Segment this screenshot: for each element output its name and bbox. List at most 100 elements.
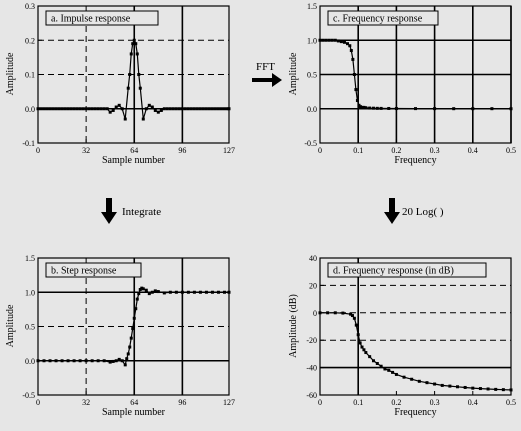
data-point <box>66 359 70 363</box>
data-point <box>192 290 196 294</box>
data-point <box>180 290 184 294</box>
x-tick-label: 0 <box>318 398 322 407</box>
data-point <box>140 286 144 290</box>
data-point <box>358 105 362 109</box>
data-point <box>379 106 383 110</box>
data-point <box>452 107 456 111</box>
integrate-arrow-icon <box>101 198 117 224</box>
data-point <box>51 107 55 111</box>
data-point <box>387 368 391 372</box>
data-point <box>463 385 467 389</box>
x-tick-label: 127 <box>223 146 235 155</box>
data-point <box>222 107 226 111</box>
log-label: 20 Log( ) <box>402 206 444 218</box>
data-point <box>66 107 70 111</box>
data-point <box>174 290 178 294</box>
data-point <box>168 107 172 111</box>
data-point <box>339 40 343 44</box>
data-point <box>105 107 109 111</box>
y-tick-label: 40 <box>309 254 317 263</box>
plot-frame <box>319 257 512 396</box>
y-tick-label: 0.0 <box>25 105 35 114</box>
data-point <box>102 359 106 363</box>
data-point <box>69 107 73 111</box>
y-tick-label: 0.0 <box>307 105 317 114</box>
data-point <box>456 385 460 389</box>
x-axis-title: Sample number <box>102 407 166 418</box>
data-point <box>60 359 64 363</box>
plot-area <box>320 258 511 395</box>
x-tick-label: 0 <box>36 398 40 407</box>
y-tick-label: 1.0 <box>307 36 317 45</box>
data-point <box>90 107 94 111</box>
data-point <box>360 345 364 349</box>
y-tick-label: 0.5 <box>307 71 317 80</box>
integrate-label: Integrate <box>122 206 161 218</box>
chart-title: b. Step response <box>51 266 117 277</box>
data-point <box>36 107 40 111</box>
y-tick-label: 1.0 <box>25 288 35 297</box>
x-tick-label: 32 <box>82 398 90 407</box>
data-point <box>72 359 76 363</box>
data-point <box>134 42 138 46</box>
data-point <box>174 107 178 111</box>
data-point <box>84 107 88 111</box>
data-point <box>183 107 187 111</box>
y-tick-label: 0 <box>313 309 317 318</box>
data-point <box>126 86 130 90</box>
data-point <box>72 107 76 111</box>
data-point <box>375 361 379 365</box>
data-point <box>352 316 356 320</box>
data-point <box>42 107 46 111</box>
y-tick-label: -60 <box>306 391 317 400</box>
data-point <box>368 355 372 359</box>
data-point <box>219 107 223 111</box>
y-tick-label: 0.2 <box>25 36 35 45</box>
data-point <box>45 107 49 111</box>
fft-arrow-icon <box>252 73 282 87</box>
data-point <box>227 290 231 294</box>
fft-arrow: FFT <box>252 61 282 87</box>
data-point <box>135 297 139 301</box>
data-point <box>349 312 353 316</box>
data-point <box>132 316 136 320</box>
chart-title-box <box>327 262 487 278</box>
data-point <box>355 99 359 103</box>
data-point <box>114 359 118 363</box>
data-point <box>168 290 172 294</box>
data-point <box>153 289 157 293</box>
x-tick-label: 0.5 <box>506 146 516 155</box>
data-point <box>108 360 112 364</box>
data-point <box>364 351 368 355</box>
data-point <box>195 107 199 111</box>
data-point <box>210 107 214 111</box>
data-point <box>180 107 184 111</box>
y-tick-label: 0.1 <box>25 71 35 80</box>
data-point <box>137 73 141 76</box>
data-point <box>63 107 67 111</box>
data-point <box>137 292 141 296</box>
data-point <box>84 359 88 363</box>
data-point <box>102 107 106 111</box>
data-point <box>117 357 121 361</box>
data-point <box>486 387 490 391</box>
data-point <box>387 106 391 110</box>
data-point <box>135 52 139 56</box>
data-point <box>333 311 337 315</box>
data-point <box>128 345 132 349</box>
data-point <box>327 38 331 42</box>
data-point <box>90 359 94 363</box>
data-point <box>351 57 355 61</box>
data-point <box>198 290 202 294</box>
data-point <box>126 352 130 356</box>
data-point <box>494 387 498 391</box>
x-axis-title: Frequency <box>394 407 436 418</box>
y-tick-label: -0.5 <box>22 391 35 400</box>
x-tick-label: 96 <box>178 398 186 407</box>
data-point <box>213 107 217 111</box>
chart-step-response: -0.5 0.0 0.5 1.0 1.5 0 32 64 96 127 Sample number A… <box>5 254 235 418</box>
data-point <box>131 327 135 331</box>
data-point <box>216 107 220 111</box>
data-point <box>383 367 387 371</box>
x-tick-label: 0 <box>318 146 322 155</box>
